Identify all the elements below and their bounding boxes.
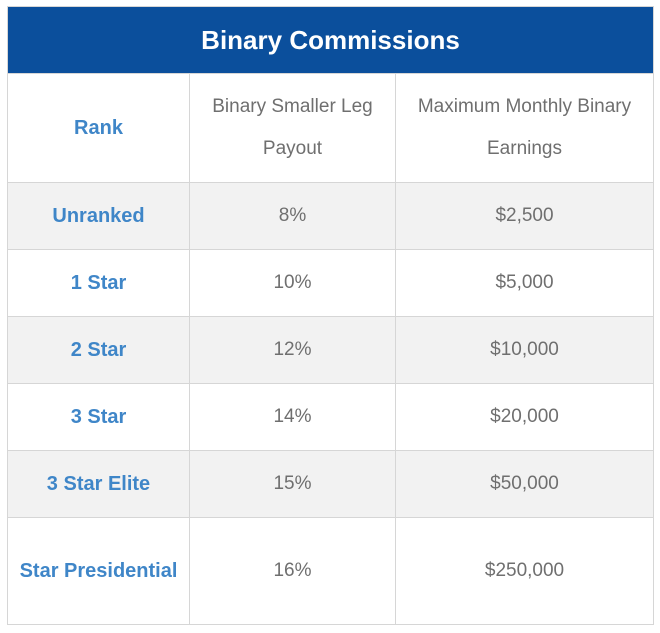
payout-cell: 12% xyxy=(189,316,396,384)
earnings-cell: $250,000 xyxy=(395,517,654,625)
table-row: 3 Star 14% $20,000 xyxy=(7,383,654,451)
payout-cell: 14% xyxy=(189,383,396,451)
rank-cell: 3 Star xyxy=(7,383,190,451)
rank-cell: 3 Star Elite xyxy=(7,450,190,518)
table-row: 3 Star Elite 15% $50,000 xyxy=(7,450,654,518)
rank-cell: 1 Star xyxy=(7,249,190,317)
binary-commissions-table: Binary Commissions Rank Binary Smaller L… xyxy=(7,6,654,625)
payout-cell: 15% xyxy=(189,450,396,518)
payout-column-header: Binary Smaller Leg Payout xyxy=(189,73,396,183)
table-row: Unranked 8% $2,500 xyxy=(7,182,654,250)
earnings-cell: $5,000 xyxy=(395,249,654,317)
rank-column-header: Rank xyxy=(7,73,190,183)
earnings-cell: $2,500 xyxy=(395,182,654,250)
table-row: Star Presidential 16% $250,000 xyxy=(7,517,654,625)
table-title: Binary Commissions xyxy=(7,6,654,74)
commissions-table-container: Binary Commissions Rank Binary Smaller L… xyxy=(7,6,654,625)
rank-cell: Unranked xyxy=(7,182,190,250)
earnings-cell: $10,000 xyxy=(395,316,654,384)
table-row: 2 Star 12% $10,000 xyxy=(7,316,654,384)
column-header-row: Rank Binary Smaller Leg Payout Maximum M… xyxy=(7,73,654,183)
earnings-cell: $50,000 xyxy=(395,450,654,518)
earnings-column-header: Maximum Monthly Binary Earnings xyxy=(395,73,654,183)
payout-cell: 16% xyxy=(189,517,396,625)
rank-cell: Star Presidential xyxy=(7,517,190,625)
payout-cell: 10% xyxy=(189,249,396,317)
earnings-cell: $20,000 xyxy=(395,383,654,451)
payout-cell: 8% xyxy=(189,182,396,250)
rank-cell: 2 Star xyxy=(7,316,190,384)
table-row: 1 Star 10% $5,000 xyxy=(7,249,654,317)
